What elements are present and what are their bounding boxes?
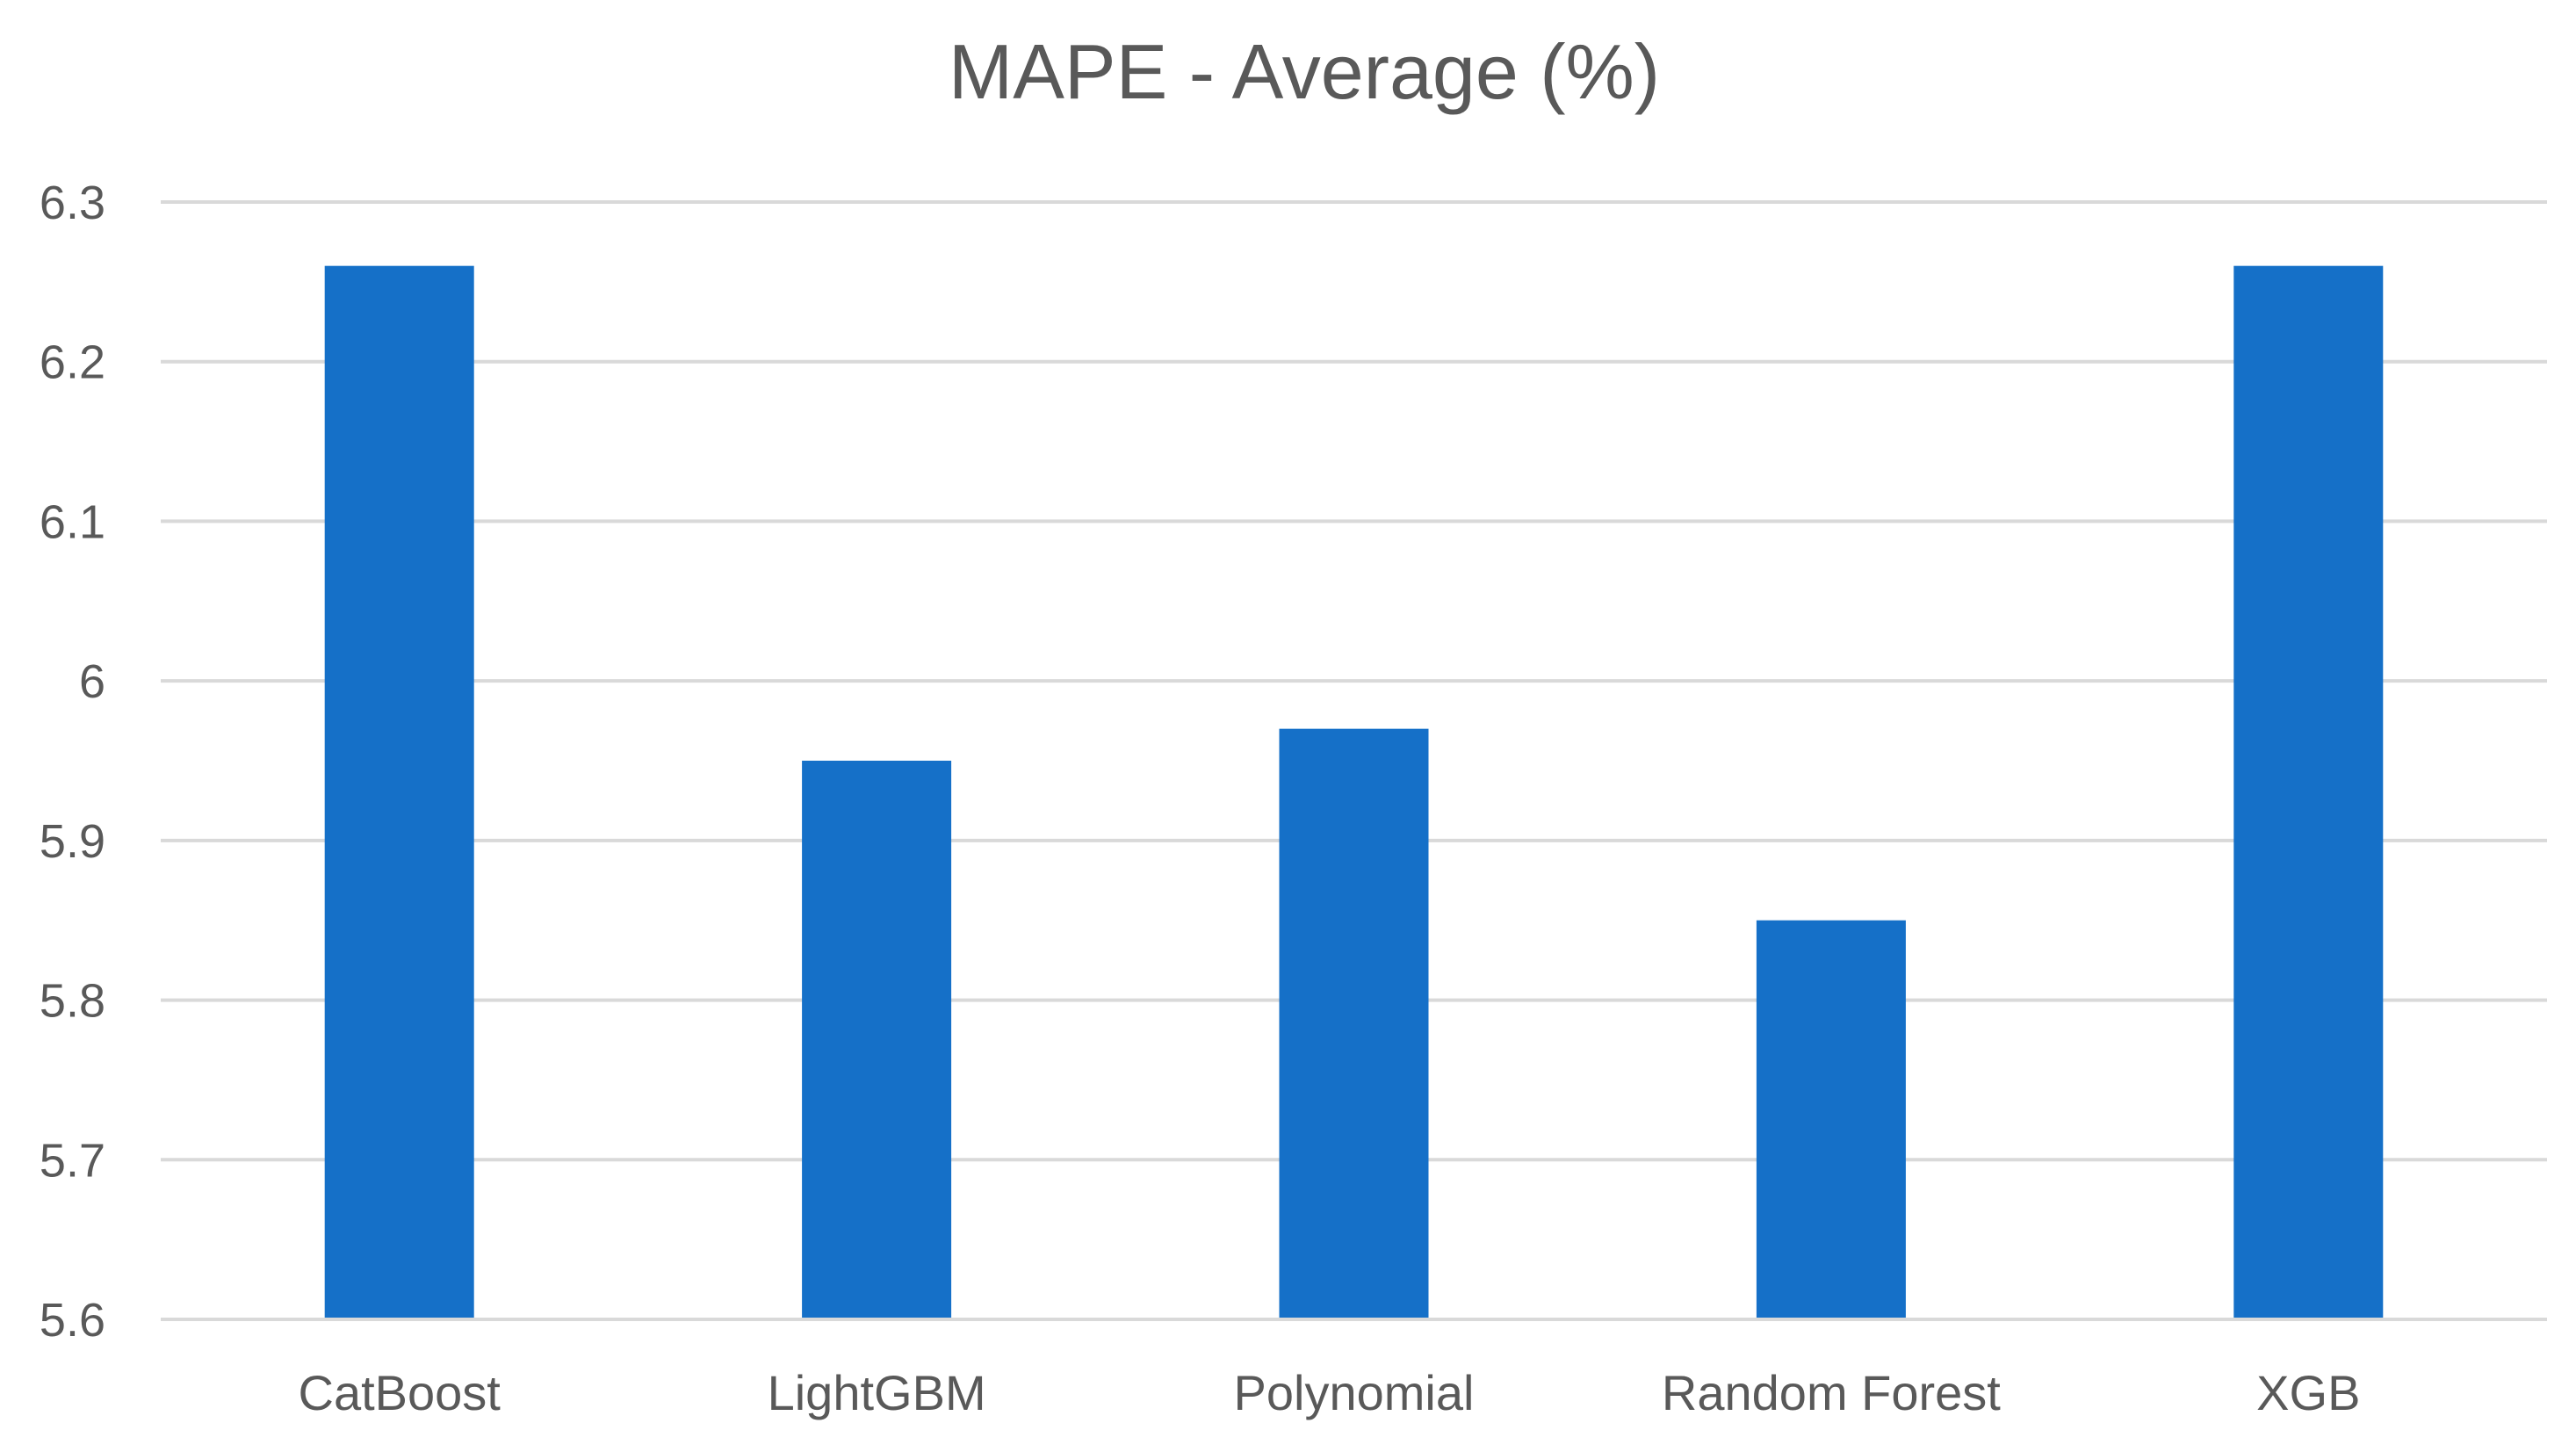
x-category-label: LightGBM [768,1365,986,1420]
y-tick-label: 5.7 [40,1134,105,1187]
x-axis-category-labels: CatBoost LightGBM Polynomial Random Forest X… [299,1365,2361,1420]
y-tick-label: 6.3 [40,177,105,229]
y-tick-label: 5.6 [40,1294,105,1347]
y-tick-label: 6.1 [40,495,105,548]
y-tick-label: 5.8 [40,975,105,1028]
x-category-label: Polynomial [1234,1365,1475,1420]
x-category-label: Random Forest [1662,1365,2001,1420]
x-category-label: XGB [2256,1365,2360,1420]
bar-random-forest [1756,920,1906,1319]
bar-xgb [2233,265,2384,1320]
bar-catboost [324,265,474,1320]
y-tick-label: 6 [79,655,105,708]
bars [324,265,2384,1320]
y-tick-label: 6.2 [40,336,105,389]
bar-polynomial [1279,728,1429,1319]
x-category-label: CatBoost [299,1365,501,1420]
y-tick-label: 5.9 [40,815,105,868]
chart-title: MAPE - Average (%) [949,28,1660,115]
y-axis-tick-labels: 5.6 5.7 5.8 5.9 6 6.1 6.2 6.3 [40,177,105,1347]
bar-lightgbm [802,761,952,1319]
